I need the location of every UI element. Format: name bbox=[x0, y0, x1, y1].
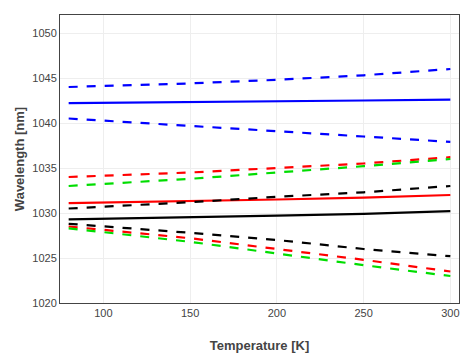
svg-text:1025: 1025 bbox=[32, 252, 56, 264]
svg-text:1020: 1020 bbox=[32, 297, 56, 309]
svg-text:200: 200 bbox=[268, 307, 286, 319]
svg-text:1040: 1040 bbox=[32, 117, 56, 129]
svg-text:300: 300 bbox=[441, 307, 459, 319]
svg-text:250: 250 bbox=[354, 307, 372, 319]
svg-text:1050: 1050 bbox=[32, 27, 56, 39]
svg-text:100: 100 bbox=[94, 307, 112, 319]
svg-text:Wavelength [nm]: Wavelength [nm] bbox=[12, 107, 27, 211]
svg-text:Temperature [K]: Temperature [K] bbox=[210, 338, 309, 353]
svg-text:1045: 1045 bbox=[32, 72, 56, 84]
svg-text:1030: 1030 bbox=[32, 207, 56, 219]
svg-text:150: 150 bbox=[181, 307, 199, 319]
svg-text:1035: 1035 bbox=[32, 162, 56, 174]
